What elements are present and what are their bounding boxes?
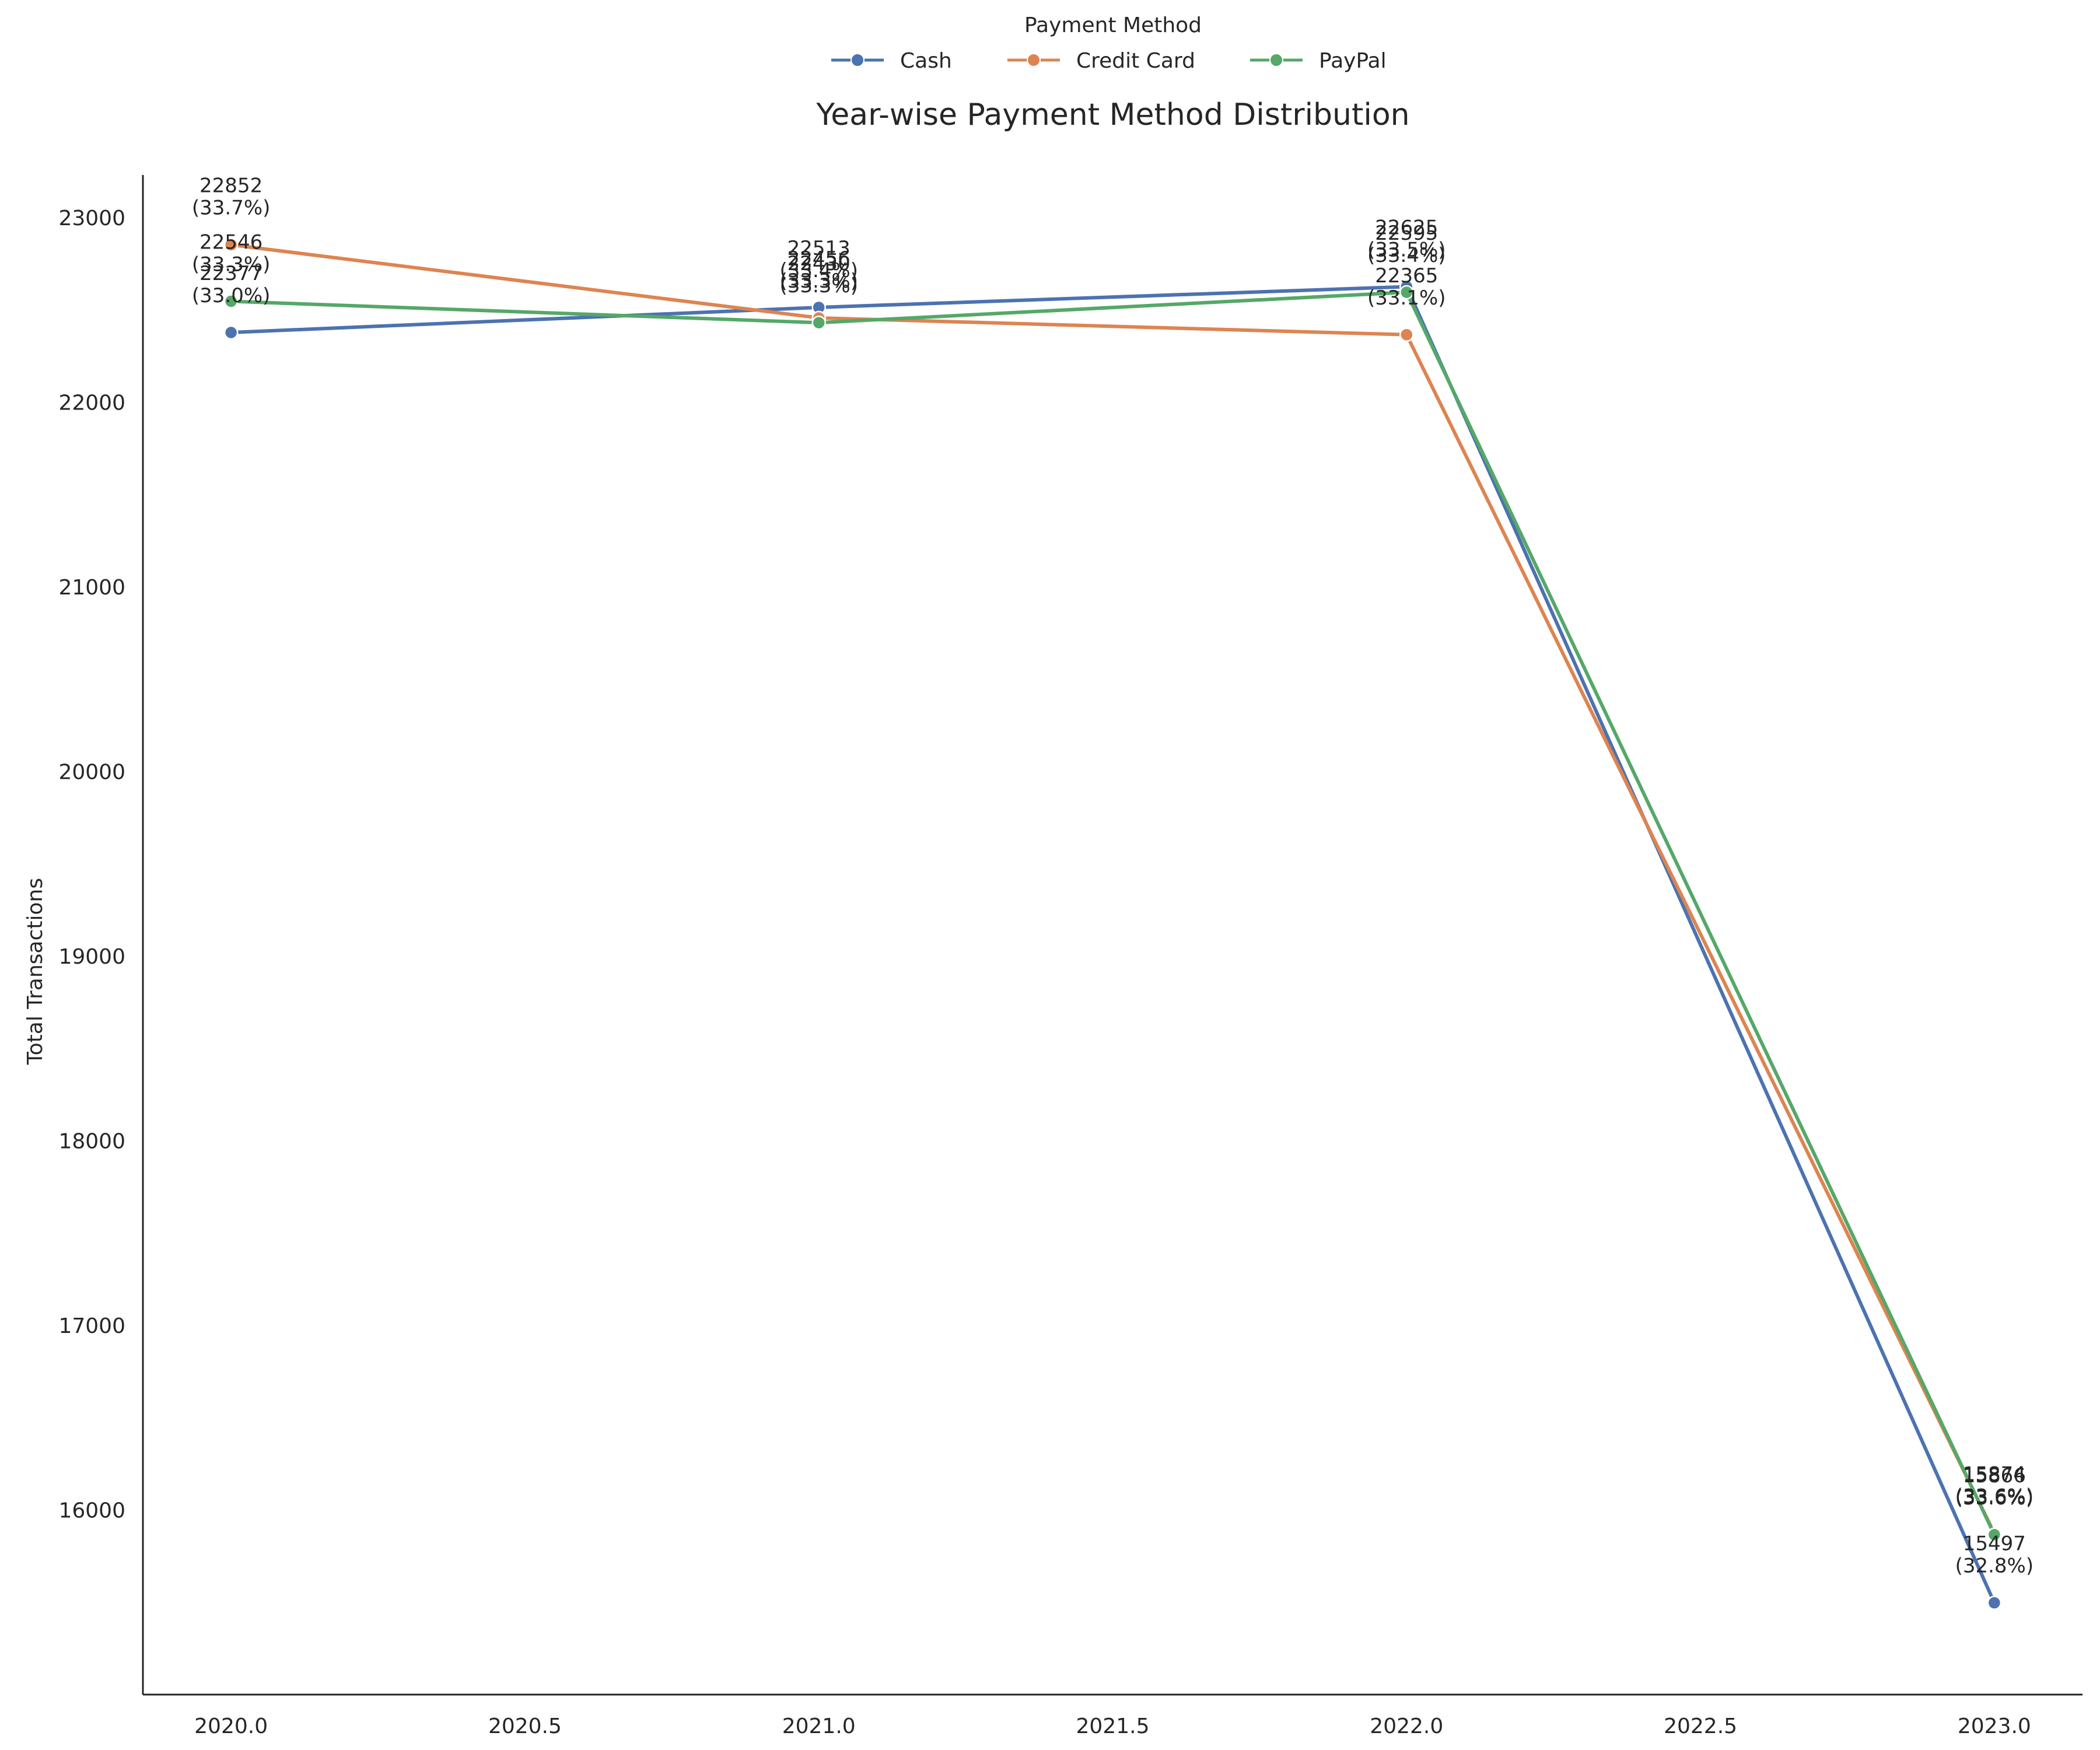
legend: Cash Credit Card PayPal (831, 49, 1387, 73)
legend-label: Cash (900, 49, 952, 73)
data-label: 22365 (33.1%) (1367, 264, 1446, 310)
series-line (230, 243, 1996, 1534)
data-label: 15497 (32.8%) (1955, 1532, 2034, 1578)
y-tick-label: 22000 (58, 391, 125, 415)
chart-title: Year-wise Payment Method Distribution (816, 97, 1409, 132)
data-label: 22625 (33.5%) (1367, 216, 1446, 261)
data-point (1399, 327, 1414, 342)
legend-marker (1269, 53, 1283, 67)
x-tick-label: 2021.0 (782, 1714, 856, 1738)
data-labels-layer: 22377 (33.0%) 22513 (33.4%) 22625 (33.5%) 1549… (192, 174, 2034, 1578)
data-label: 22595 (33.4%) (1367, 222, 1446, 267)
y-tick-label: 17000 (58, 1314, 125, 1338)
x-tick-label: 2021.5 (1076, 1714, 1150, 1738)
x-tick-label: 2022.5 (1664, 1714, 1737, 1738)
data-label: 22456 (33.3%) (779, 247, 858, 293)
legend-label: Credit Card (1076, 49, 1195, 73)
data-label: 22852 (33.7%) (192, 174, 271, 220)
data-label: 22513 (33.4%) (779, 237, 858, 282)
series-line (231, 285, 1996, 1604)
y-tick-label: 19000 (58, 945, 125, 969)
y-axis-label: Total Transactions (23, 878, 47, 1065)
data-label: 22377 (33.0%) (192, 262, 271, 307)
data-label: 15874 (33.6%) (1955, 1462, 2034, 1508)
x-tick-label: 2020.5 (488, 1714, 562, 1738)
y-tick-label: 18000 (58, 1129, 125, 1153)
y-tick-label: 23000 (58, 206, 125, 230)
data-point (223, 325, 239, 340)
data-point (223, 294, 239, 309)
data-point (1399, 285, 1414, 300)
data-point (1987, 1595, 2002, 1610)
legend-marker (1027, 53, 1041, 67)
data-label: 22546 (33.3%) (192, 231, 271, 276)
x-tick-label: 2020.0 (194, 1714, 268, 1738)
data-point (1987, 1527, 2002, 1542)
series-layer (223, 237, 2002, 1610)
series-line (231, 290, 1996, 1536)
data-point (223, 237, 239, 252)
data-label: 15866 (33.6%) (1955, 1464, 2034, 1510)
data-point (811, 315, 826, 330)
legend-marker (850, 53, 864, 67)
x-tick-label: 2022.0 (1370, 1714, 1443, 1738)
y-tick-label: 21000 (58, 576, 125, 600)
y-tick-label: 20000 (58, 760, 125, 784)
x-tick-label: 2023.0 (1958, 1714, 2031, 1738)
axes: 2020.0 2020.5 2021.0 2021.5 2022.0 2022.5 2023… (58, 175, 2082, 1738)
data-label: 22430 (33.3%) (779, 252, 858, 298)
y-tick-label: 16000 (58, 1499, 125, 1522)
legend-label: PayPal (1319, 49, 1387, 73)
legend-title: Payment Method (1024, 13, 1202, 37)
